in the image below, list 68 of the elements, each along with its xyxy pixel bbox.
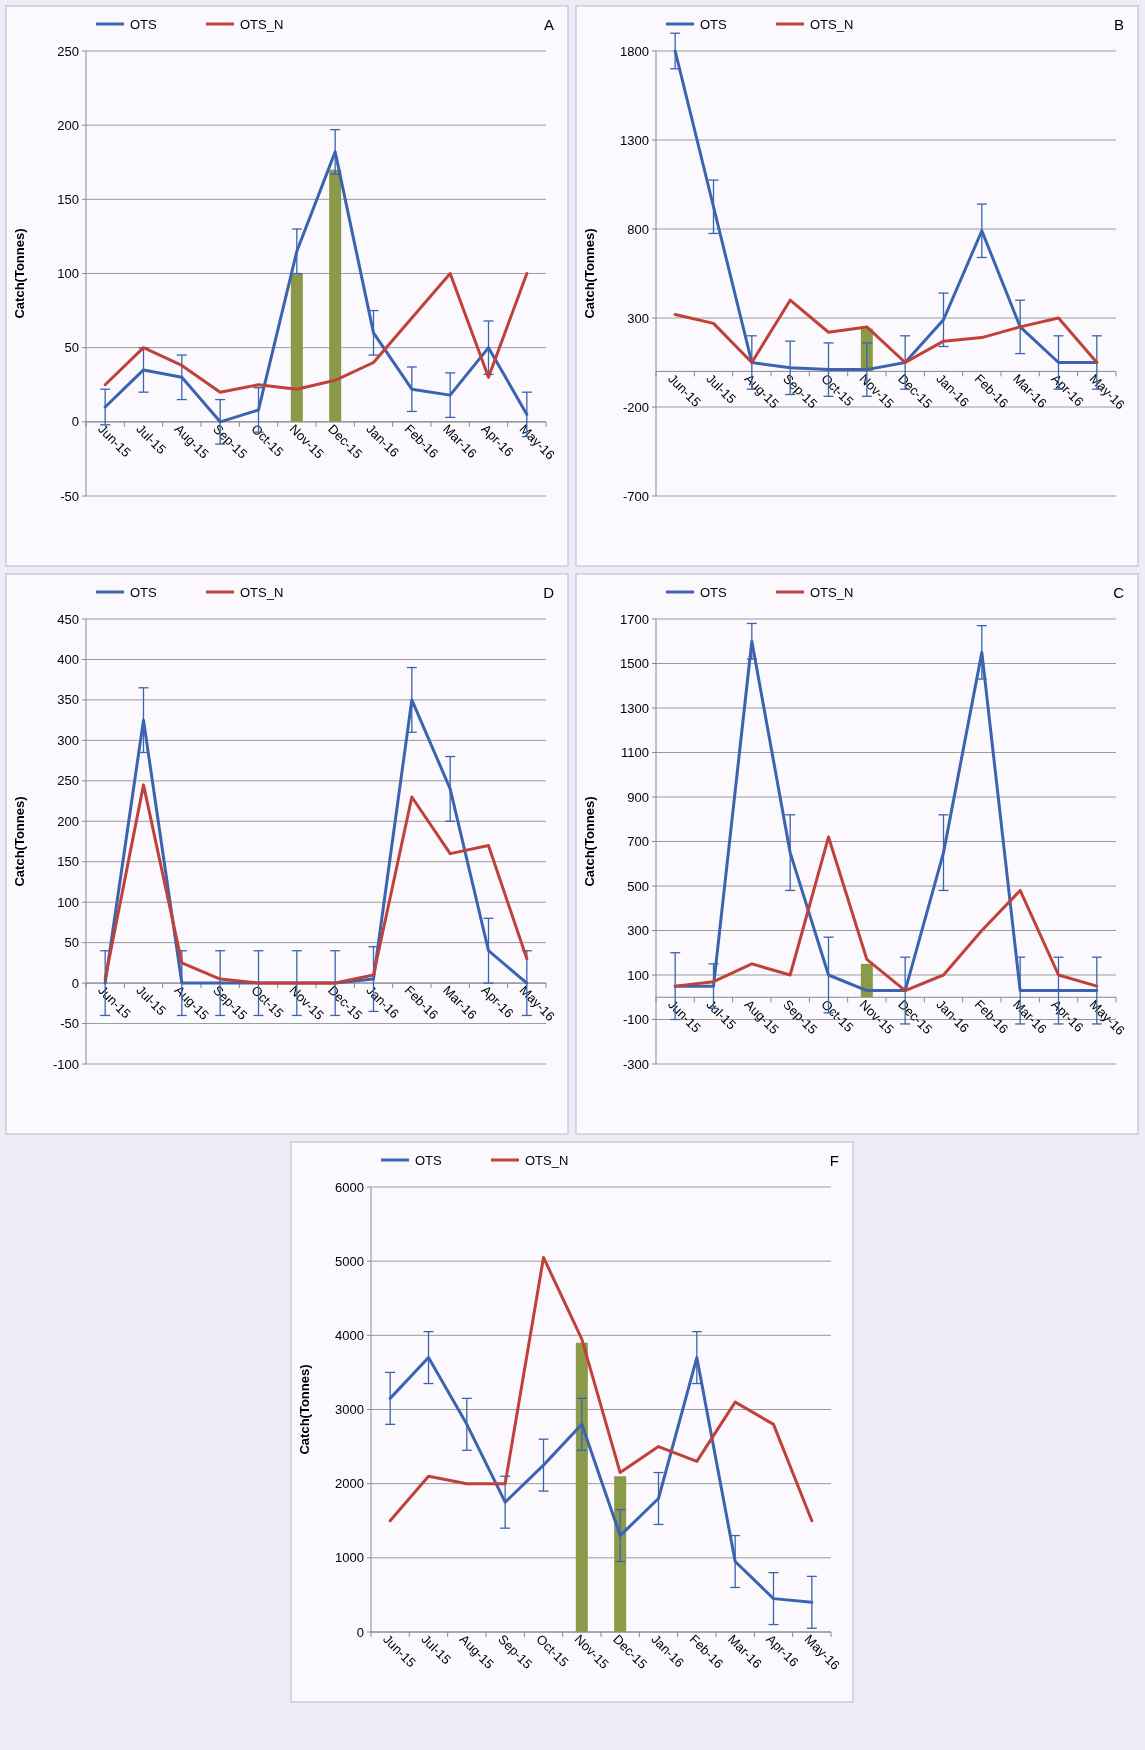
y-tick-label: 50: [64, 935, 79, 951]
line-series: [673, 298, 1099, 364]
y-tick-label: -50: [60, 488, 79, 504]
y-tick-label: 0: [356, 1624, 364, 1640]
y-axis-title: Catch(Tonnes): [12, 796, 27, 887]
chart-title: C: [1113, 584, 1125, 601]
y-tick-label: 150: [57, 191, 79, 207]
y-tick-label: 50: [64, 340, 79, 356]
line-series: [103, 783, 529, 985]
y-tick-label: 4000: [335, 1327, 364, 1343]
y-tick-label: 200: [57, 117, 79, 133]
y-tick-label: 2000: [335, 1476, 364, 1492]
y-tick-label: 0: [71, 414, 79, 430]
y-tick-label: 350: [57, 692, 79, 708]
y-tick-label: 800: [627, 221, 649, 237]
y-tick-label: 300: [57, 732, 79, 748]
y-tick-label: -50: [60, 1016, 79, 1032]
y-tick-label: 900: [627, 789, 649, 805]
legend-label: OTS: [700, 17, 728, 32]
y-tick-label: 5000: [335, 1253, 364, 1269]
y-tick-label: 450: [57, 611, 79, 627]
y-tick-label: -300: [622, 1056, 649, 1072]
y-tick-label: -200: [622, 399, 649, 415]
line-series: [103, 272, 529, 394]
line-series: [673, 835, 1099, 993]
y-tick-label: 500: [627, 878, 649, 894]
y-tick-label: 1500: [620, 656, 649, 672]
y-tick-label: 300: [627, 923, 649, 939]
y-tick-label: 100: [57, 266, 79, 282]
y-axis-title: Catch(Tonnes): [297, 1364, 312, 1455]
y-tick-label: 250: [57, 43, 79, 59]
chart-title: B: [1113, 16, 1124, 33]
y-tick-label: 400: [57, 652, 79, 667]
y-tick-label: 3000: [335, 1402, 364, 1418]
y-tick-label: 6000: [335, 1179, 364, 1195]
y-tick-label: 1300: [620, 700, 649, 716]
y-tick-label: 1300: [620, 132, 649, 148]
legend-label: OTS: [415, 1153, 443, 1168]
legend-label: OTS_N: [240, 585, 284, 600]
y-tick-label: -700: [622, 488, 649, 504]
legend-label: OTS: [130, 17, 158, 32]
y-tick-label: 150: [57, 854, 79, 870]
y-tick-label: 300: [627, 310, 649, 326]
legend-label: OTS: [130, 585, 158, 600]
legend-label: OTS_N: [240, 17, 284, 32]
y-tick-label: -100: [622, 1012, 649, 1028]
chart-title: A: [543, 16, 554, 33]
chart-title: D: [543, 584, 555, 601]
y-tick-label: 1800: [620, 43, 649, 59]
y-tick-label: 700: [627, 834, 649, 850]
chart-title: F: [829, 1152, 839, 1169]
y-axis-title: Catch(Tonnes): [12, 228, 27, 319]
y-tick-label: -100: [52, 1056, 79, 1072]
y-axis-title: Catch(Tonnes): [582, 796, 597, 887]
y-tick-label: 1000: [335, 1550, 364, 1566]
y-tick-label: 1100: [621, 745, 649, 761]
legend-label: OTS: [700, 585, 728, 600]
y-tick-label: 1700: [620, 611, 649, 627]
legend-label: OTS_N: [810, 585, 854, 600]
line-series: [388, 1255, 814, 1523]
y-axis-title: Catch(Tonnes): [582, 228, 597, 319]
legend-label: OTS_N: [810, 17, 854, 32]
y-tick-label: 0: [71, 975, 79, 991]
legend-label: OTS_N: [525, 1153, 569, 1168]
y-tick-label: 100: [627, 967, 649, 983]
y-tick-label: 100: [57, 894, 79, 910]
y-tick-label: 200: [57, 813, 79, 829]
y-tick-label: 250: [57, 773, 79, 789]
